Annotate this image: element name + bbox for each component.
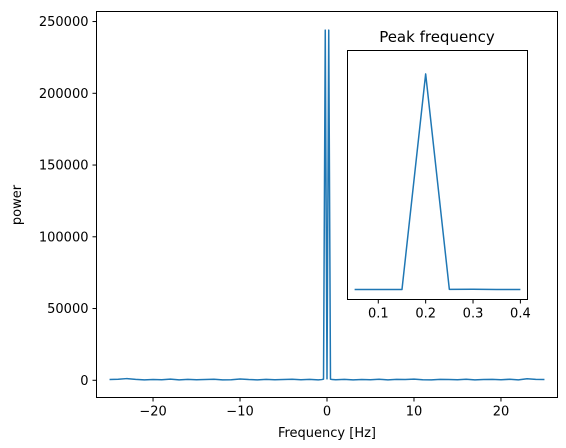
inset-x-tick-label: 0.4 [510,307,531,322]
main-x-tick-label: −10 [226,405,253,420]
inset-x-tick-label: 0.2 [415,307,436,322]
main-x-tick-label: 10 [406,405,423,420]
inset-series-layer [354,73,521,291]
inset-axes: Peak frequency 0.1 0.2 0.3 0.4 [347,28,531,322]
inset-title: Peak frequency [379,28,495,46]
main-y-tick-label: 250000 [39,15,89,30]
main-y-tick-label: 100000 [39,230,89,245]
main-x-axis-label: Frequency [Hz] [278,426,376,441]
main-series-layer [109,29,545,381]
inset-x-tick-label: 0.3 [463,307,484,322]
main-x-tick-label: −20 [139,405,166,420]
main-y-tick-label: 50000 [47,302,88,317]
inset-x-tick-layer: 0.1 0.2 0.3 0.4 [368,299,531,322]
main-y-axis-label: power [10,184,25,225]
inset-series-line-0 [354,73,521,291]
main-series-line-0 [109,29,545,381]
main-y-tick-label: 0 [80,374,88,389]
main-x-tick-layer: −20 −10 0 10 20 [139,397,510,420]
main-x-tick-label: 20 [493,405,510,420]
main-y-tick-label: 150000 [39,159,89,174]
main-y-tick-label: 200000 [39,87,89,102]
main-y-tick-layer: 0 50000 100000 150000 200000 250000 [39,15,97,389]
main-x-tick-label: 0 [323,405,331,420]
inset-x-tick-label: 0.1 [368,307,389,322]
